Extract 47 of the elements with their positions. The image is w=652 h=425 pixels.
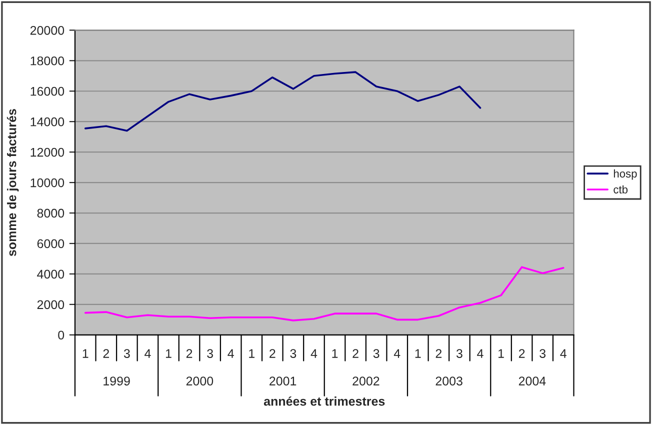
- x-tick-label: 2: [518, 349, 525, 358]
- y-tick-label: 12000: [30, 148, 64, 157]
- x-tick-label: 4: [310, 349, 318, 358]
- text: 2001: [270, 376, 296, 386]
- line-series: [84, 71, 482, 132]
- text: 2000: [186, 376, 214, 386]
- x-tick-label: 4: [477, 349, 484, 358]
- y-tick-label: 4000: [37, 270, 64, 279]
- text: 2003: [436, 376, 462, 386]
- y-tick-label: 14000: [30, 117, 64, 126]
- x-tick-label: 2: [103, 349, 109, 358]
- x-axis-title: années et trimestres: [264, 396, 385, 406]
- x-tick-label: 3: [373, 349, 380, 358]
- x-tick-label: 3: [124, 349, 130, 358]
- x-tick-label: 2: [270, 349, 276, 358]
- x-tick-label: 1: [498, 349, 504, 358]
- y-tick-label: 20000: [30, 26, 64, 35]
- x-tick-label: 3: [290, 349, 296, 358]
- x-tick-label: 3: [456, 349, 462, 358]
- text: 1999: [104, 376, 130, 386]
- y-tick-label: 6000: [37, 239, 64, 248]
- x-tick-label: 2: [352, 349, 358, 358]
- x-tick-label: 1: [415, 349, 421, 358]
- text: 2002: [352, 376, 380, 386]
- y-axis-title: somme de jours facturés: [6, 109, 19, 256]
- x-tick-label: 4: [228, 349, 234, 358]
- x-tick-label: 1: [249, 349, 254, 358]
- line-series: [84, 266, 564, 322]
- x-tick-label: 1: [332, 349, 338, 358]
- x-tick-label: 4: [560, 349, 566, 358]
- x-tick-label: 2: [186, 349, 192, 358]
- x-tick-label: 4: [394, 349, 400, 358]
- y-tick-label: 16000: [30, 86, 64, 96]
- x-tick-label: 4: [144, 349, 151, 358]
- x-tick-label: 3: [207, 349, 213, 358]
- x-tick-label: 1: [82, 349, 88, 358]
- y-tick-label: 0: [58, 330, 64, 340]
- legend-label: ctb: [614, 185, 628, 194]
- y-tick-label: 8000: [37, 208, 64, 218]
- x-tick-label: 3: [540, 349, 546, 358]
- y-tick-label: 10000: [30, 178, 64, 188]
- y-tick-label: 18000: [30, 56, 64, 66]
- y-tick-label: 2000: [37, 300, 64, 310]
- x-tick-label: 2: [436, 349, 442, 358]
- text: 2004: [518, 376, 546, 386]
- legend-label: hosp: [614, 169, 637, 180]
- x-tick-label: 1: [166, 349, 172, 358]
